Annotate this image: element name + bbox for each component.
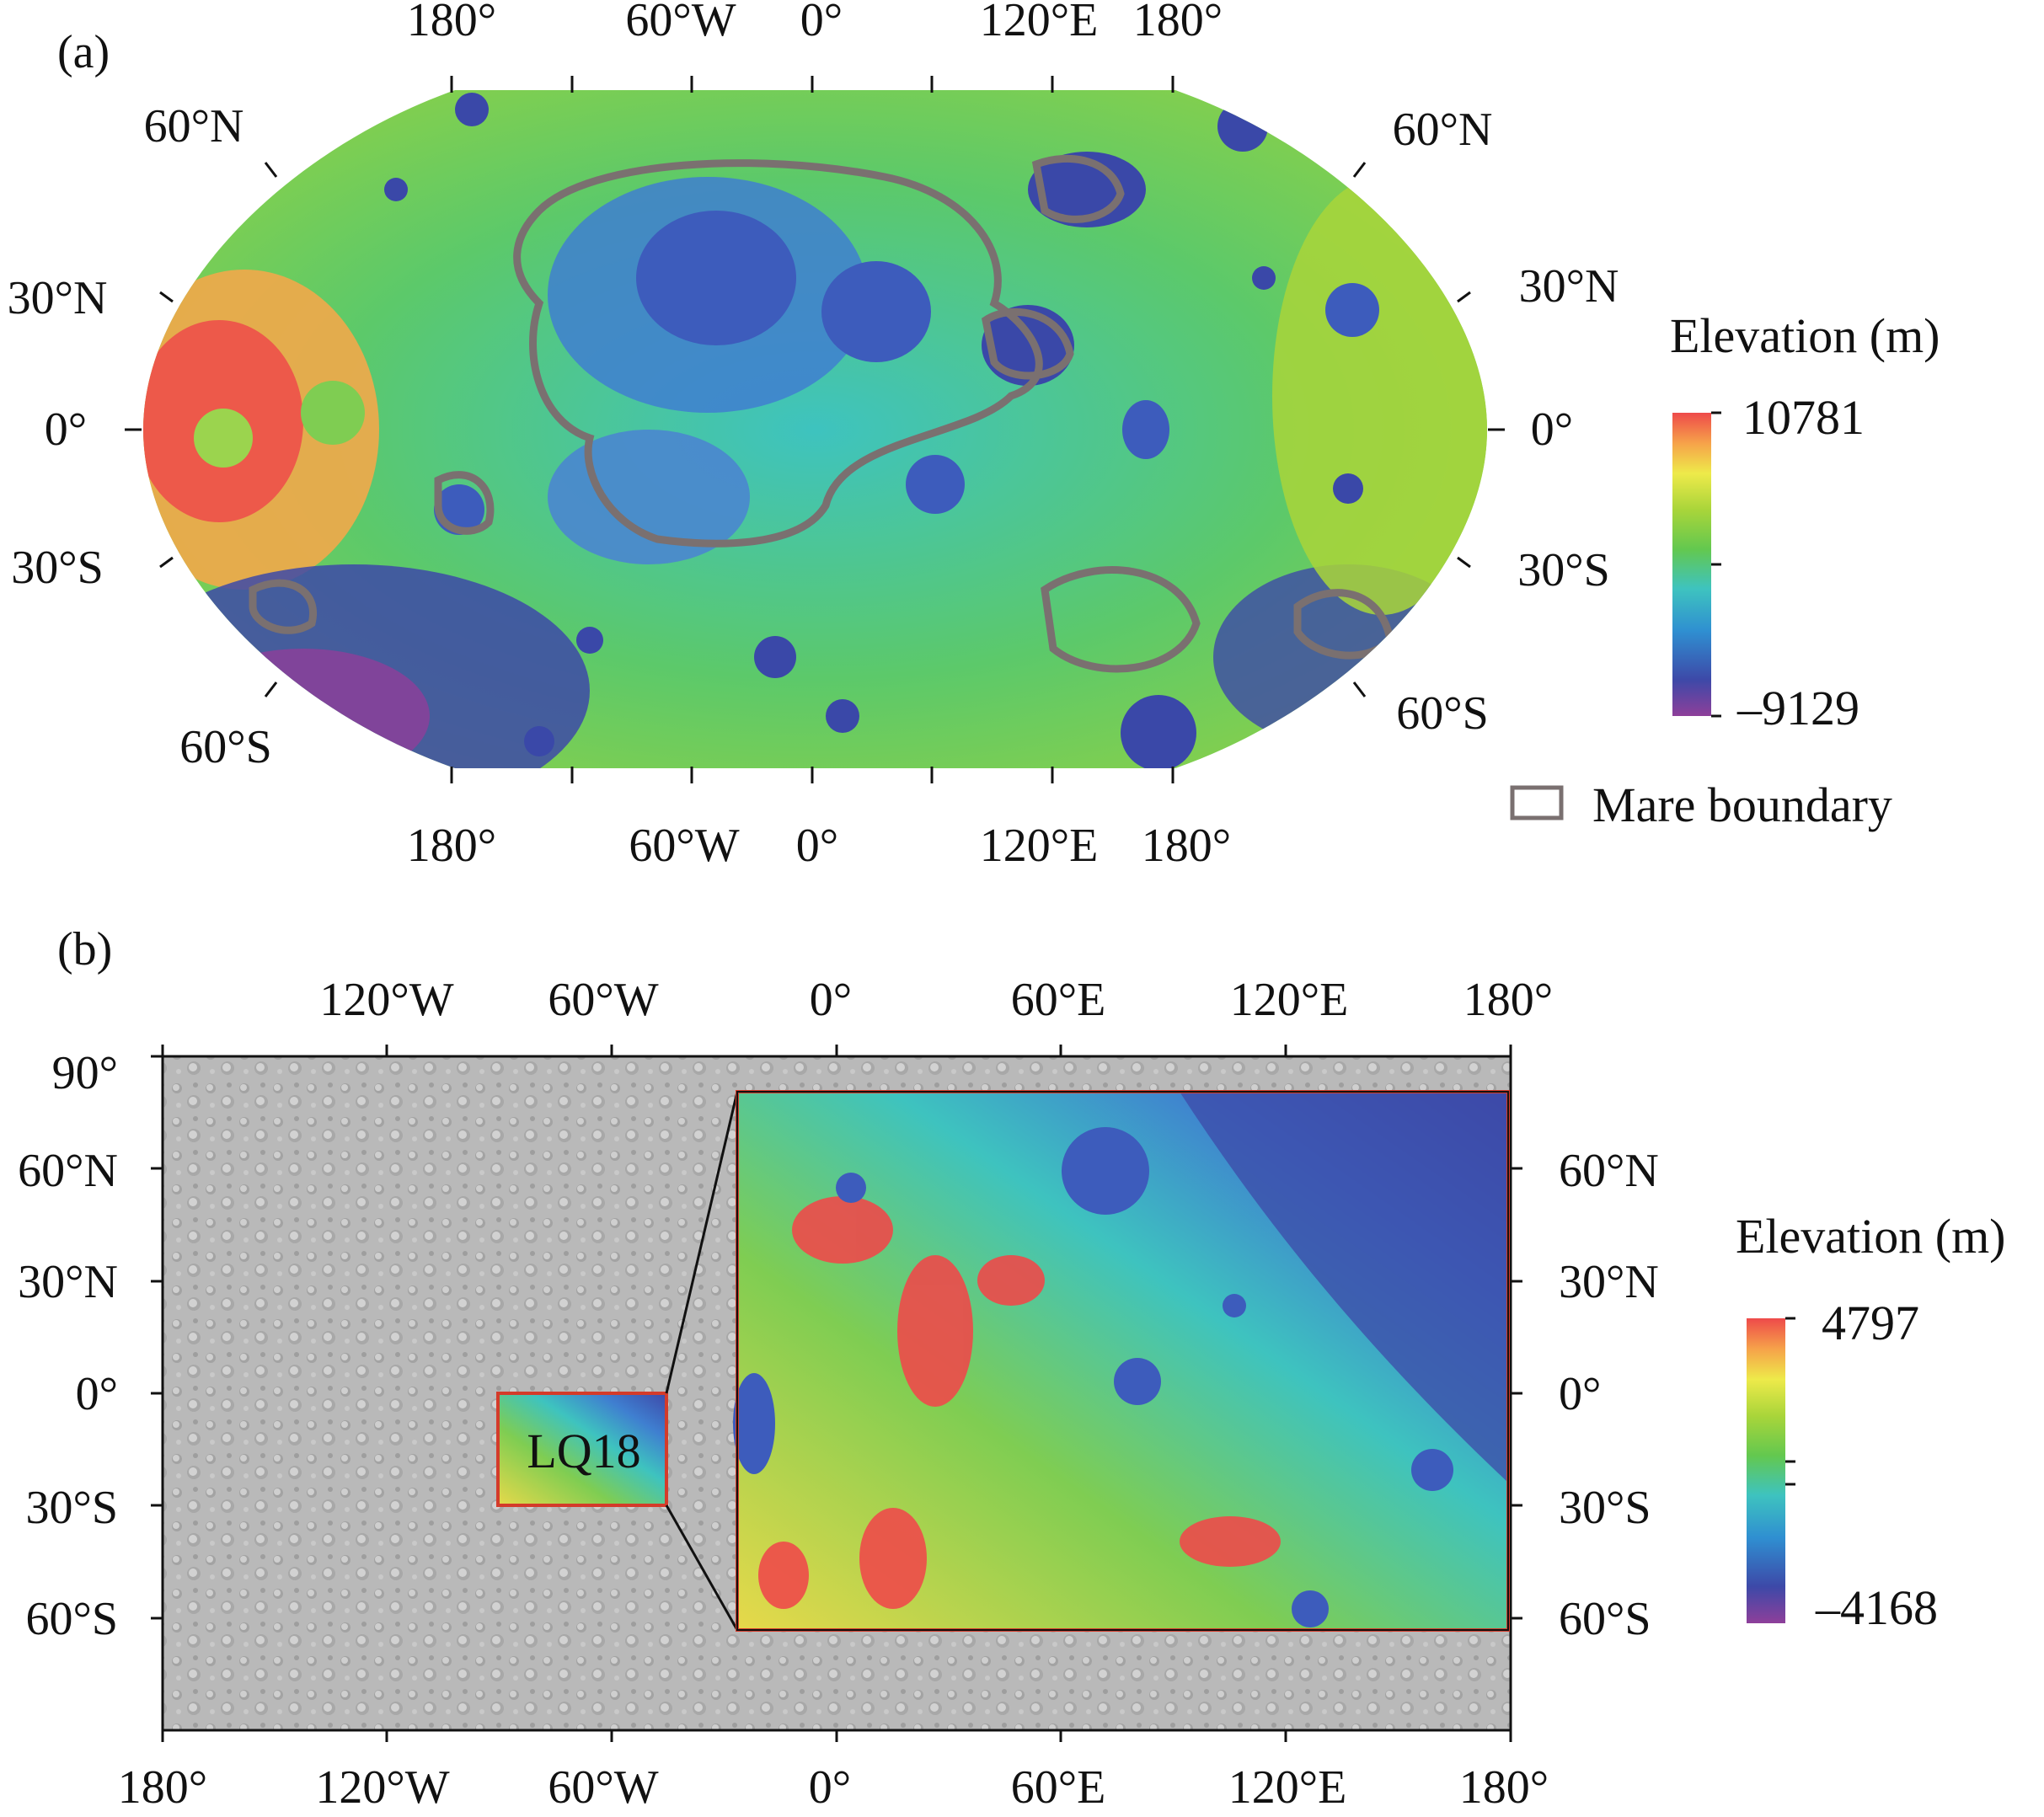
b-bottom-lon-label: 120°W: [315, 1761, 449, 1814]
a-top-lon-label: 180°: [407, 0, 496, 46]
mare-boundary-legend-label: Mare boundary: [1592, 778, 1892, 832]
b-bottom-lon-label: 180°: [118, 1761, 207, 1814]
b-left-lat-label: 30°S: [25, 1482, 118, 1534]
legend-a-min: –9129: [1736, 681, 1859, 735]
b-left-lat-label: 90°: [52, 1047, 118, 1099]
a-left-lat-label: 30°N: [8, 272, 108, 324]
b-bottom-lon-label: 0°: [809, 1761, 851, 1814]
lq18-inset-map: [733, 1090, 1510, 1632]
legend-b-min: –4168: [1815, 1580, 1938, 1635]
lq18-region-outline: [496, 1392, 668, 1507]
connector-line-bottom: [665, 1504, 739, 1631]
a-bottom-lon-label: 180°: [407, 820, 496, 872]
legend-a-max: 10781: [1742, 390, 1865, 445]
legend-b-title: Elevation (m): [1736, 1209, 2006, 1264]
a-top-lon-label: 60°W: [625, 0, 736, 46]
a-bottom-lon-label: 60°W: [629, 820, 739, 872]
a-right-lat-label: 30°N: [1519, 260, 1619, 313]
b-left-lat-label: 0°: [76, 1368, 118, 1420]
a-top-lon-label: 120°E: [980, 0, 1099, 46]
legend-b-colorbar: [1747, 1318, 1785, 1623]
b-bottom-lon-label: 60°E: [1011, 1761, 1106, 1814]
b-top-lon-label: 120°W: [319, 974, 453, 1026]
b-top-lon-label: 120°E: [1230, 974, 1349, 1026]
mare-boundary-swatch: [1510, 785, 1564, 820]
a-top-lon-label: 0°: [800, 0, 843, 46]
a-right-lat-label: 60°S: [1396, 687, 1489, 740]
a-bottom-lon-label: 180°: [1142, 820, 1231, 872]
a-right-lat-label: 30°S: [1517, 544, 1610, 596]
a-left-lat-label: 30°S: [11, 542, 104, 594]
legend-a-title: Elevation (m): [1670, 308, 1940, 363]
b-left-lat-label: 60°S: [25, 1593, 118, 1645]
a-right-lat-label: 60°N: [1393, 104, 1493, 156]
legend-a-colorbar: [1672, 413, 1711, 716]
panel-b-ticks: [151, 1045, 1522, 1742]
elevation-legend-a: Elevation (m) 10781 –9129 Mare boundary: [1510, 308, 1940, 832]
b-left-lat-label: 30°N: [18, 1256, 118, 1308]
lq18-region-label: LQ18: [527, 1424, 640, 1478]
connector-line-top: [665, 1091, 739, 1394]
b-top-lon-label: 0°: [810, 974, 852, 1026]
a-bottom-lon-label: 120°E: [980, 820, 1099, 872]
b-top-lon-label: 180°: [1463, 974, 1553, 1026]
b-right-lat-label: 30°S: [1559, 1482, 1651, 1534]
panel-a-label: (a): [57, 26, 110, 78]
elevation-legend-b: Elevation (m) 4797 –4168: [1736, 1209, 2006, 1635]
lq18-region: [498, 1393, 666, 1505]
panel-a: (a): [8, 0, 1940, 872]
elevation-globe-map: [143, 90, 1487, 768]
b-bottom-lon-label: 60°W: [548, 1761, 658, 1814]
a-right-lat-label: 0°: [1531, 403, 1573, 456]
legend-b-max: 4797: [1822, 1296, 1919, 1350]
crater-spots: [384, 93, 1363, 768]
b-top-lon-label: 60°E: [1011, 974, 1106, 1026]
a-left-lat-label: 0°: [45, 403, 87, 456]
a-left-lat-label: 60°N: [144, 100, 244, 152]
a-left-lat-label: 60°S: [179, 721, 272, 773]
b-top-lon-label: 60°W: [548, 974, 658, 1026]
b-bottom-lon-label: 180°: [1459, 1761, 1549, 1814]
b-bottom-lon-label: 120°E: [1228, 1761, 1347, 1814]
a-bottom-lon-label: 0°: [796, 820, 838, 872]
panel-b: (b) LQ18: [18, 923, 2005, 1814]
a-top-lon-label: 180°: [1133, 0, 1223, 46]
b-right-lat-label: 60°N: [1559, 1145, 1659, 1197]
b-left-lat-label: 60°N: [18, 1145, 118, 1197]
panel-b-label: (b): [57, 923, 112, 975]
b-right-lat-label: 30°N: [1559, 1256, 1659, 1308]
panel-a-ticks: [125, 76, 1505, 783]
b-right-lat-label: 0°: [1559, 1368, 1601, 1420]
b-right-lat-label: 60°S: [1559, 1593, 1651, 1645]
